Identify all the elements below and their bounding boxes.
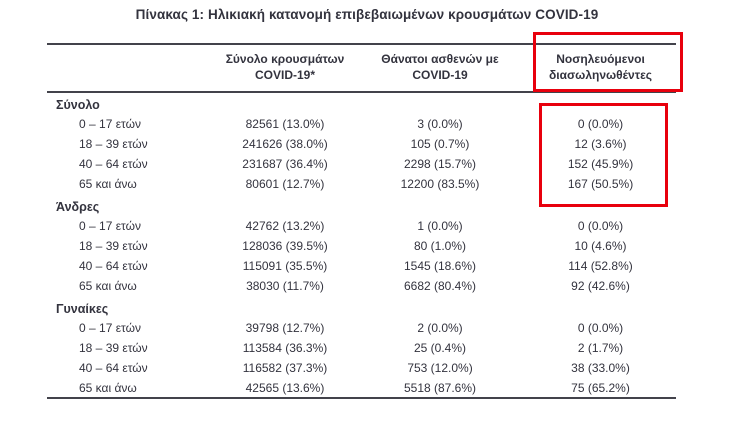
table-row: 65 και άνω 80601 (12.7%) 12200 (83.5%) 1… — [47, 174, 676, 194]
header-deaths-line1: Θάνατοι ασθενών με — [381, 52, 499, 66]
age-label: 40 – 64 ετών — [79, 157, 148, 171]
cell-deaths: 80 (1.0%) — [413, 239, 467, 253]
header-total-cases-line1: Σύνολο κρουσμάτων — [225, 52, 345, 66]
section-label: Άνδρες — [56, 200, 100, 214]
age-label: 18 – 39 ετών — [79, 239, 148, 253]
cell-intubated: 114 (52.8%) — [568, 259, 633, 273]
section-row-men: Άνδρες — [47, 194, 676, 216]
cell-intubated: 12 (3.6%) — [574, 137, 627, 151]
cell-deaths: 12200 (83.5%) — [400, 177, 480, 191]
age-label: 0 – 17 ετών — [79, 219, 141, 233]
cell-deaths: 2 (0.0%) — [417, 321, 463, 335]
section-label: Γυναίκες — [56, 302, 109, 316]
table-row: 0 – 17 ετών 82561 (13.0%) 3 (0.0%) 0 (0.… — [47, 114, 676, 134]
cell-intubated: 0 (0.0%) — [577, 117, 624, 131]
age-label: 0 – 17 ετών — [79, 321, 141, 335]
cell-intubated: 10 (4.6%) — [574, 239, 627, 253]
cell-cases: 241626 (38.0%) — [242, 137, 328, 151]
age-label: 18 – 39 ετών — [79, 341, 148, 355]
cell-cases: 39798 (12.7%) — [245, 321, 325, 335]
cell-deaths: 5518 (87.6%) — [403, 380, 477, 395]
age-label: 65 και άνω — [79, 177, 137, 191]
table-row: 65 και άνω 42565 (13.6%) 5518 (87.6%) 75… — [47, 378, 676, 398]
cell-intubated: 38 (33.0%) — [571, 361, 630, 375]
cell-deaths: 753 (12.0%) — [407, 361, 473, 375]
age-label: 65 και άνω — [79, 380, 137, 395]
header-row: Σύνολο κρουσμάτων COVID-19* Θάνατοι ασθε… — [47, 44, 676, 93]
header-intubated-line2: διασωληνωθέντες — [548, 68, 652, 82]
age-label: 0 – 17 ετών — [79, 117, 141, 131]
table-row: 40 – 64 ετών 231687 (36.4%) 2298 (15.7%)… — [47, 154, 676, 174]
cell-deaths: 1 (0.0%) — [417, 219, 463, 233]
cell-intubated: 152 (45.9%) — [567, 157, 634, 171]
header-total-cases: Σύνολο κρουσμάτων COVID-19* — [215, 44, 355, 93]
cell-intubated: 167 (50.5%) — [567, 177, 634, 191]
table-row: 18 – 39 ετών 128036 (39.5%) 80 (1.0%) 10… — [47, 236, 676, 256]
table-row: 18 – 39 ετών 241626 (38.0%) 105 (0.7%) 1… — [47, 134, 676, 154]
cell-cases: 80601 (12.7%) — [245, 177, 325, 191]
table-row: 18 – 39 ετών 113584 (36.3%) 25 (0.4%) 2 … — [47, 338, 676, 358]
table-title: Πίνακας 1: Ηλικιακή κατανομή επιβεβαιωμέ… — [135, 7, 599, 22]
section-row-women: Γυναίκες — [47, 296, 676, 318]
table-row: 40 – 64 ετών 115091 (35.5%) 1545 (18.6%)… — [47, 256, 676, 276]
header-deaths-line2: COVID-19 — [412, 68, 468, 82]
header-intubated: Νοσηλευόμενοι διασωληνωθέντες — [525, 44, 676, 93]
header-intubated-line1: Νοσηλευόμενοι — [556, 52, 645, 66]
section-row-total: Σύνολο — [47, 92, 676, 114]
cell-intubated: 2 (1.7%) — [577, 341, 624, 355]
cell-deaths: 105 (0.7%) — [410, 137, 470, 151]
cell-cases: 42762 (13.2%) — [245, 219, 325, 233]
cell-deaths: 25 (0.4%) — [413, 341, 467, 355]
cell-intubated: 75 (65.2%) — [571, 380, 630, 395]
cell-cases: 116582 (37.3%) — [242, 361, 328, 375]
header-empty — [47, 44, 215, 93]
header-total-cases-line2: COVID-19* — [254, 68, 316, 82]
age-label: 40 – 64 ετών — [79, 361, 148, 375]
header-deaths: Θάνατοι ασθενών με COVID-19 — [355, 44, 525, 93]
cell-cases: 231687 (36.4%) — [242, 157, 328, 171]
table-row: 0 – 17 ετών 42762 (13.2%) 1 (0.0%) 0 (0.… — [47, 216, 676, 236]
cell-cases: 113584 (36.3%) — [242, 341, 328, 355]
cell-cases: 38030 (11.7%) — [246, 279, 324, 293]
cell-deaths: 6682 (80.4%) — [403, 279, 477, 293]
section-label: Σύνολο — [56, 98, 100, 112]
cell-cases: 115091 (35.5%) — [242, 259, 328, 273]
cell-intubated: 0 (0.0%) — [577, 219, 624, 233]
cell-intubated: 0 (0.0%) — [577, 321, 624, 335]
cell-deaths: 2298 (15.7%) — [403, 157, 477, 171]
table-row: 40 – 64 ετών 116582 (37.3%) 753 (12.0%) … — [47, 358, 676, 378]
age-label: 65 και άνω — [79, 279, 137, 293]
age-label: 18 – 39 ετών — [79, 137, 148, 151]
cell-deaths: 1545 (18.6%) — [403, 259, 477, 273]
cell-intubated: 92 (42.6%) — [571, 279, 630, 293]
cell-cases: 82561 (13.0%) — [245, 117, 325, 131]
cell-cases: 42565 (13.6%) — [245, 380, 325, 395]
table-row: 0 – 17 ετών 39798 (12.7%) 2 (0.0%) 0 (0.… — [47, 318, 676, 338]
table-row: 65 και άνω 38030 (11.7%) 6682 (80.4%) 92… — [47, 276, 676, 296]
cell-deaths: 3 (0.0%) — [417, 117, 463, 131]
covid-age-distribution-table: Σύνολο κρουσμάτων COVID-19* Θάνατοι ασθε… — [47, 43, 676, 399]
age-label: 40 – 64 ετών — [79, 259, 148, 273]
cell-cases: 128036 (39.5%) — [242, 239, 328, 253]
